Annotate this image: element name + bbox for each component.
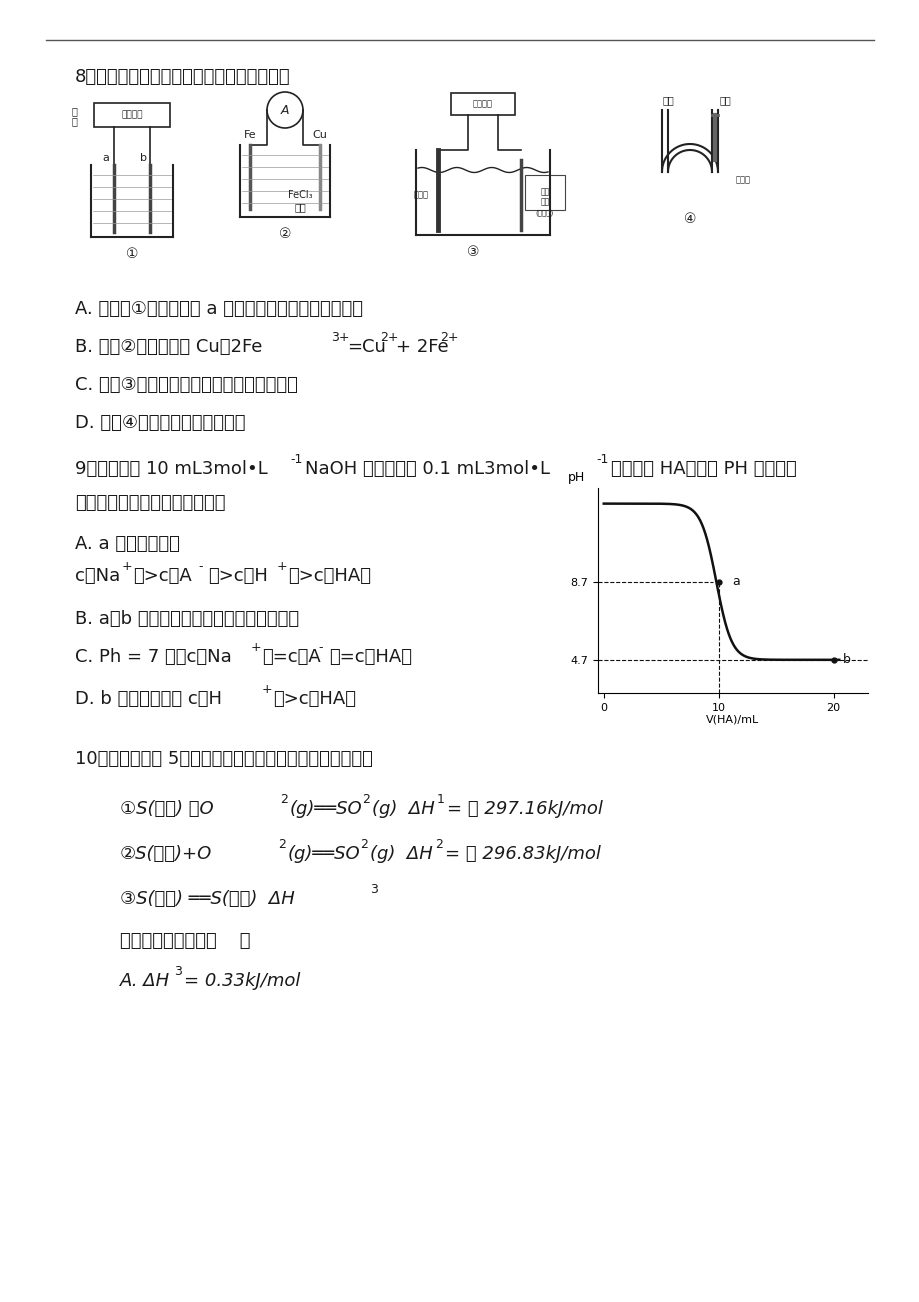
- Text: ②: ②: [278, 227, 291, 241]
- Text: 2: 2: [279, 793, 288, 806]
- Text: + 2Fe: + 2Fe: [395, 339, 448, 355]
- Text: ③S(单斜) ══S(正交)  ΔH: ③S(单斜) ══S(正交) ΔH: [119, 891, 294, 907]
- Text: 稀硫酸: 稀硫酸: [735, 176, 750, 185]
- Text: ④: ④: [683, 212, 696, 227]
- Text: ）>c（A: ）>c（A: [133, 566, 191, 585]
- Text: 辅助: 辅助: [539, 187, 549, 197]
- Text: A: A: [280, 103, 289, 116]
- Text: FeCl₃: FeCl₃: [288, 190, 312, 201]
- Text: 电: 电: [71, 105, 77, 116]
- Text: (g)══SO: (g)══SO: [288, 845, 360, 863]
- Text: 流: 流: [71, 116, 77, 126]
- Text: 1: 1: [437, 793, 445, 806]
- Text: 外接电源: 外接电源: [472, 99, 493, 108]
- Text: +: +: [277, 560, 288, 573]
- Text: +: +: [251, 641, 261, 654]
- Text: (g)  ΔH: (g) ΔH: [371, 799, 435, 818]
- Text: b: b: [842, 654, 850, 667]
- Text: 9、室温下向 10 mL3mol•L: 9、室温下向 10 mL3mol•L: [75, 460, 267, 478]
- Text: ③: ③: [466, 245, 479, 259]
- Text: Fe: Fe: [244, 130, 256, 141]
- Text: 铁钉: 铁钉: [719, 95, 730, 105]
- Bar: [94, 103, 170, 128]
- Text: +: +: [122, 560, 132, 573]
- Text: ）>c（HA）: ）>c（HA）: [273, 690, 356, 708]
- Text: 线如图所示。下列说法正确的是: 线如图所示。下列说法正确的是: [75, 493, 225, 512]
- Text: D. b 点所示溶液中 c（H: D. b 点所示溶液中 c（H: [75, 690, 221, 708]
- Text: 钢闸门: 钢闸门: [413, 190, 428, 199]
- Text: ①: ①: [126, 247, 138, 260]
- Text: -1: -1: [289, 453, 302, 466]
- Text: 10、（单斜）和 5（正交）是硫的两种同素异形体。已知：: 10、（单斜）和 5（正交）是硫的两种同素异形体。已知：: [75, 750, 372, 768]
- Text: (g)  ΔH: (g) ΔH: [369, 845, 432, 863]
- Bar: [450, 92, 515, 115]
- Text: 2: 2: [361, 793, 369, 806]
- Text: 2: 2: [278, 838, 286, 852]
- Text: 电极: 电极: [539, 198, 549, 207]
- Bar: [525, 174, 564, 210]
- Text: -: -: [198, 560, 202, 573]
- Text: B. a、b 两点所示溶液中水的电离程度相同: B. a、b 两点所示溶液中水的电离程度相同: [75, 611, 299, 628]
- Text: -1: -1: [596, 453, 607, 466]
- Text: A. ΔH: A. ΔH: [119, 973, 170, 990]
- Text: A. 用装置①精炼铜，则 a 极为粗铜，电解质溶液为溶液: A. 用装置①精炼铜，则 a 极为粗铜，电解质溶液为溶液: [75, 299, 363, 318]
- Text: ）=c（A: ）=c（A: [262, 648, 321, 667]
- Text: 3+: 3+: [331, 331, 349, 344]
- Text: a: a: [732, 575, 740, 589]
- Text: 3: 3: [174, 965, 182, 978]
- Text: C. Ph = 7 时，c（Na: C. Ph = 7 时，c（Na: [75, 648, 232, 667]
- Text: = － 296.83kJ/mol: = － 296.83kJ/mol: [445, 845, 600, 863]
- Text: 2: 2: [435, 838, 442, 852]
- Text: D. 装置④中的铁钉几乎没被腐蚀: D. 装置④中的铁钉几乎没被腐蚀: [75, 414, 245, 432]
- Text: -: -: [318, 641, 323, 654]
- Text: B. 装置②的总反应是 Cu＋2Fe: B. 装置②的总反应是 Cu＋2Fe: [75, 339, 262, 355]
- Text: 溶液: 溶液: [294, 202, 305, 212]
- Text: 2+: 2+: [380, 331, 398, 344]
- Text: = － 297.16kJ/mol: = － 297.16kJ/mol: [447, 799, 602, 818]
- Text: 的一元酸 HA，溶液 PH 的变化曲: 的一元酸 HA，溶液 PH 的变化曲: [610, 460, 796, 478]
- Text: c（Na: c（Na: [75, 566, 120, 585]
- Text: (不活泼): (不活泼): [535, 210, 553, 216]
- Y-axis label: pH: pH: [567, 471, 584, 484]
- Text: 直流电源: 直流电源: [121, 111, 142, 120]
- Text: NaOH 溶液中加入 0.1 mL3mol•L: NaOH 溶液中加入 0.1 mL3mol•L: [305, 460, 550, 478]
- X-axis label: V(HA)/mL: V(HA)/mL: [706, 713, 759, 724]
- Text: a: a: [102, 154, 109, 163]
- Text: = 0.33kJ/mol: = 0.33kJ/mol: [184, 973, 300, 990]
- Text: ①S(单斜) ＋O: ①S(单斜) ＋O: [119, 799, 213, 818]
- Text: ②S(正交)+O: ②S(正交)+O: [119, 845, 212, 863]
- Text: A. a 点所示溶液中: A. a 点所示溶液中: [75, 535, 180, 553]
- Text: (g)══SO: (g)══SO: [289, 799, 362, 818]
- Text: ）>c（H: ）>c（H: [208, 566, 267, 585]
- Text: 2+: 2+: [439, 331, 458, 344]
- Text: C. 装置③中钢闸门应与外接电源的负极相连: C. 装置③中钢闸门应与外接电源的负极相连: [75, 376, 298, 395]
- Text: +: +: [262, 684, 272, 697]
- Text: 下列说法正确的是（    ）: 下列说法正确的是（ ）: [119, 932, 250, 950]
- Text: b: b: [141, 154, 147, 163]
- Text: =Cu: =Cu: [346, 339, 385, 355]
- Text: 3: 3: [369, 883, 378, 896]
- Text: 2: 2: [359, 838, 368, 852]
- Text: Cu: Cu: [312, 130, 327, 141]
- Text: 8、关于下列各装置图的叙述中，不正确的是: 8、关于下列各装置图的叙述中，不正确的是: [75, 68, 290, 86]
- Text: 铜盐: 铜盐: [662, 95, 673, 105]
- Text: ）=c（HA）: ）=c（HA）: [329, 648, 412, 667]
- Text: ）>c（HA）: ）>c（HA）: [288, 566, 370, 585]
